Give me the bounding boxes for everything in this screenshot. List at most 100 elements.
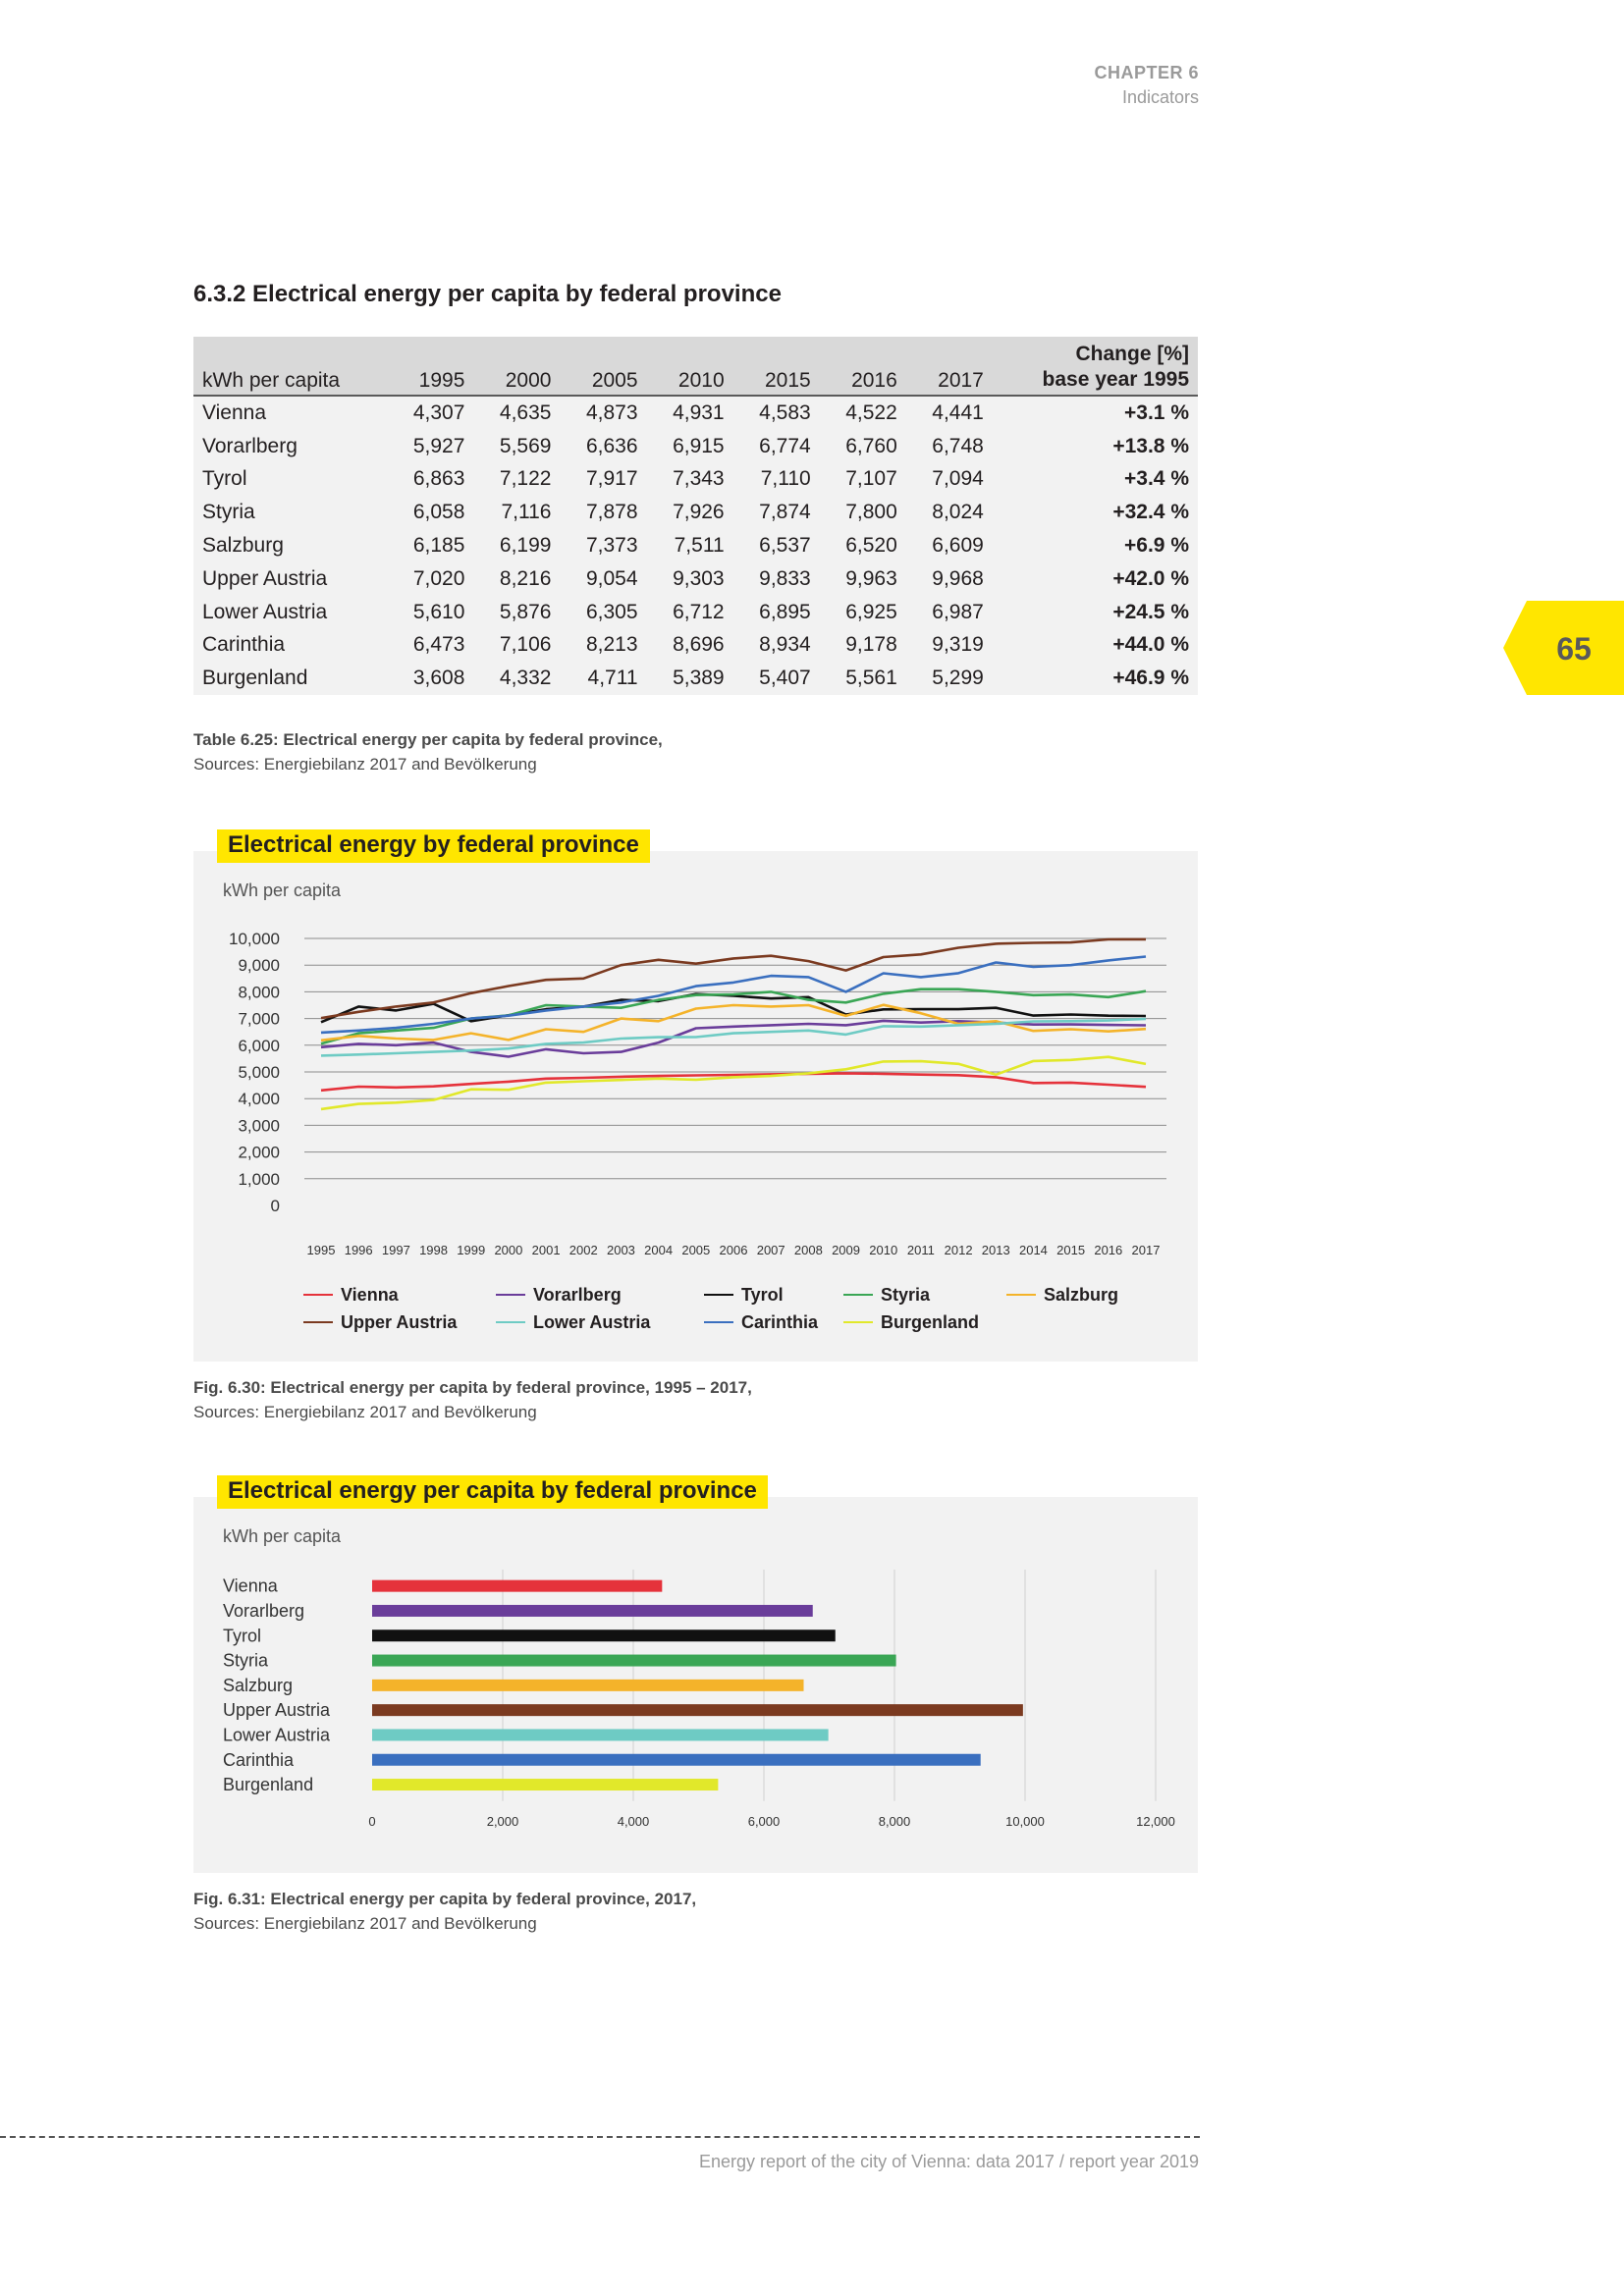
table-cell-value: 8,696 [673, 633, 725, 657]
fig30-caption: Fig. 6.30: Electrical energy per capita … [193, 1375, 752, 1424]
table-cell-value: 4,873 [585, 400, 638, 424]
y-tick-label: 9,000 [238, 956, 280, 975]
page-number: 65 [1556, 631, 1592, 667]
bar [372, 1753, 981, 1766]
legend-label: Styria [881, 1285, 931, 1305]
table-cell-value: 4,583 [759, 400, 811, 424]
chapter-section: Indicators [1121, 87, 1199, 107]
table-cell-value: 8,934 [759, 633, 811, 657]
table-cell-value: 4,522 [845, 400, 897, 424]
table-cell-value: 9,303 [673, 566, 725, 590]
table-caption-title: Table 6.25: Electrical energy per capita… [193, 730, 663, 749]
section-title: 6.3.2 Electrical energy per capita by fe… [193, 281, 782, 307]
table-cell-value: 6,537 [759, 534, 811, 558]
table-cell-value: 8,024 [932, 501, 984, 524]
table-row: Vorarlberg 5,927 5,569 6,636 6,915 6,774 6,760… [193, 429, 1198, 463]
table-cell-value: 8,213 [585, 633, 638, 657]
category-label: Styria [223, 1651, 269, 1671]
legend-label: Burgenland [881, 1312, 979, 1332]
y-tick-label: 1,000 [238, 1170, 280, 1189]
fig30-caption-title: Fig. 6.30: Electrical energy per capita … [193, 1378, 752, 1397]
fig31-caption-title: Fig. 6.31: Electrical energy per capita … [193, 1890, 697, 1908]
table-cell-value: 7,511 [674, 534, 725, 558]
x-tick-label: 2000 [494, 1243, 522, 1257]
table-cell-change: +6.9 % [1124, 534, 1189, 558]
x-tick-label: 1995 [307, 1243, 336, 1257]
table-cell-value: 8,216 [499, 566, 552, 590]
table-cell-value: 5,569 [499, 434, 552, 457]
table-header-year: 2017 [905, 337, 993, 397]
x-tick-label: 2007 [757, 1243, 785, 1257]
table-row: Carinthia 6,473 7,106 8,213 8,696 8,934 9,178 9… [193, 628, 1198, 663]
bar [372, 1679, 804, 1691]
table-cell-value: 9,319 [932, 633, 984, 657]
table-row: Styria 6,058 7,116 7,878 7,926 7,874 7,800 8,02… [193, 496, 1198, 530]
table-row: Upper Austria 7,020 8,216 9,054 9,303 9,833 9,… [193, 561, 1198, 596]
table-cell-value: 7,874 [759, 501, 811, 524]
x-tick-label: 2017 [1132, 1243, 1161, 1257]
x-tick-label: 1996 [345, 1243, 373, 1257]
bar-chart: kWh per capita 0 2,000 4,000 6,000 8,000 10,00… [223, 1526, 1175, 1829]
table-cell-value: 4,441 [932, 400, 984, 424]
table-header-row: kWh per capita 1995 2000 2005 2010 2015 2016 20… [193, 337, 1198, 397]
table-cell-change: +24.5 % [1112, 600, 1189, 623]
table-caption: Table 6.25: Electrical energy per capita… [193, 727, 663, 776]
y-tick-label: 2,000 [238, 1144, 280, 1162]
table-body: Vienna 4,307 4,635 4,873 4,931 4,583 4,522 4,44… [193, 396, 1198, 696]
table-cell-province: Carinthia [202, 633, 286, 657]
y-tick-label: 6,000 [238, 1037, 280, 1055]
bar [372, 1579, 663, 1592]
series-line [320, 988, 1147, 1045]
x-tick-label: 6,000 [748, 1814, 781, 1829]
table-cell-province: Upper Austria [202, 566, 328, 590]
table-cell-value: 7,926 [673, 501, 725, 524]
x-tick-label: 2008 [794, 1243, 823, 1257]
legend-label: Vienna [341, 1285, 400, 1305]
x-tick-label: 2002 [569, 1243, 598, 1257]
table-header-label: kWh per capita [193, 337, 388, 397]
table-cell-value: 7,917 [585, 467, 638, 491]
x-tick-label: 10,000 [1005, 1814, 1045, 1829]
table-cell-value: 6,863 [412, 467, 465, 491]
bar-chart-title: Electrical energy per capita by federal … [217, 1475, 768, 1509]
table-cell-value: 7,116 [501, 501, 552, 524]
table-cell-value: 6,895 [759, 600, 811, 623]
table-cell-value: 3,608 [412, 667, 465, 690]
legend-label: Carinthia [741, 1312, 819, 1332]
table-cell-province: Burgenland [202, 667, 308, 690]
series-line [320, 1017, 1147, 1057]
category-label: Lower Austria [223, 1725, 331, 1744]
table-cell-value: 6,925 [845, 600, 897, 623]
chapter-header: CHAPTER 6 Indicators [1094, 63, 1199, 108]
table-cell-value: 6,185 [412, 534, 465, 558]
page-tab-shape [1503, 601, 1624, 695]
table-cell-value: 7,110 [760, 467, 811, 491]
table-caption-sources: Sources: Energiebilanz 2017 and Bevölker… [193, 755, 537, 774]
line-chart-title: Electrical energy by federal province [217, 829, 650, 863]
y-tick-label: 3,000 [238, 1116, 280, 1135]
table-cell-value: 7,107 [845, 467, 897, 491]
category-label: Vorarlberg [223, 1601, 304, 1621]
table-cell-change: +46.9 % [1112, 667, 1189, 690]
x-tick-label: 2006 [720, 1243, 748, 1257]
table-cell-change: +42.0 % [1112, 566, 1189, 590]
footer-text: Energy report of the city of Vienna: dat… [699, 2152, 1199, 2171]
table-cell-value: 5,299 [932, 667, 984, 690]
table-cell-value: 6,609 [932, 534, 984, 558]
series-line [320, 1055, 1147, 1111]
table-header-year: 2010 [646, 337, 733, 397]
table-cell-value: 7,122 [499, 467, 552, 491]
x-tick-label: 1998 [419, 1243, 448, 1257]
table-cell-value: 9,054 [585, 566, 638, 590]
table-cell-change: +44.0 % [1112, 633, 1189, 657]
table-cell-value: 6,774 [759, 434, 811, 457]
table-cell-value: 6,987 [932, 600, 984, 623]
x-tick-label: 2010 [869, 1243, 897, 1257]
data-table: kWh per capita 1995 2000 2005 2010 2015 2016 20… [193, 337, 1198, 696]
x-tick-label: 2005 [681, 1243, 710, 1257]
table-cell-value: 6,058 [412, 501, 465, 524]
table-header-year: 2015 [732, 337, 820, 397]
table-cell-change: +3.1 % [1124, 400, 1189, 424]
legend-label: Salzburg [1044, 1285, 1118, 1305]
table-cell-value: 6,199 [499, 534, 552, 558]
